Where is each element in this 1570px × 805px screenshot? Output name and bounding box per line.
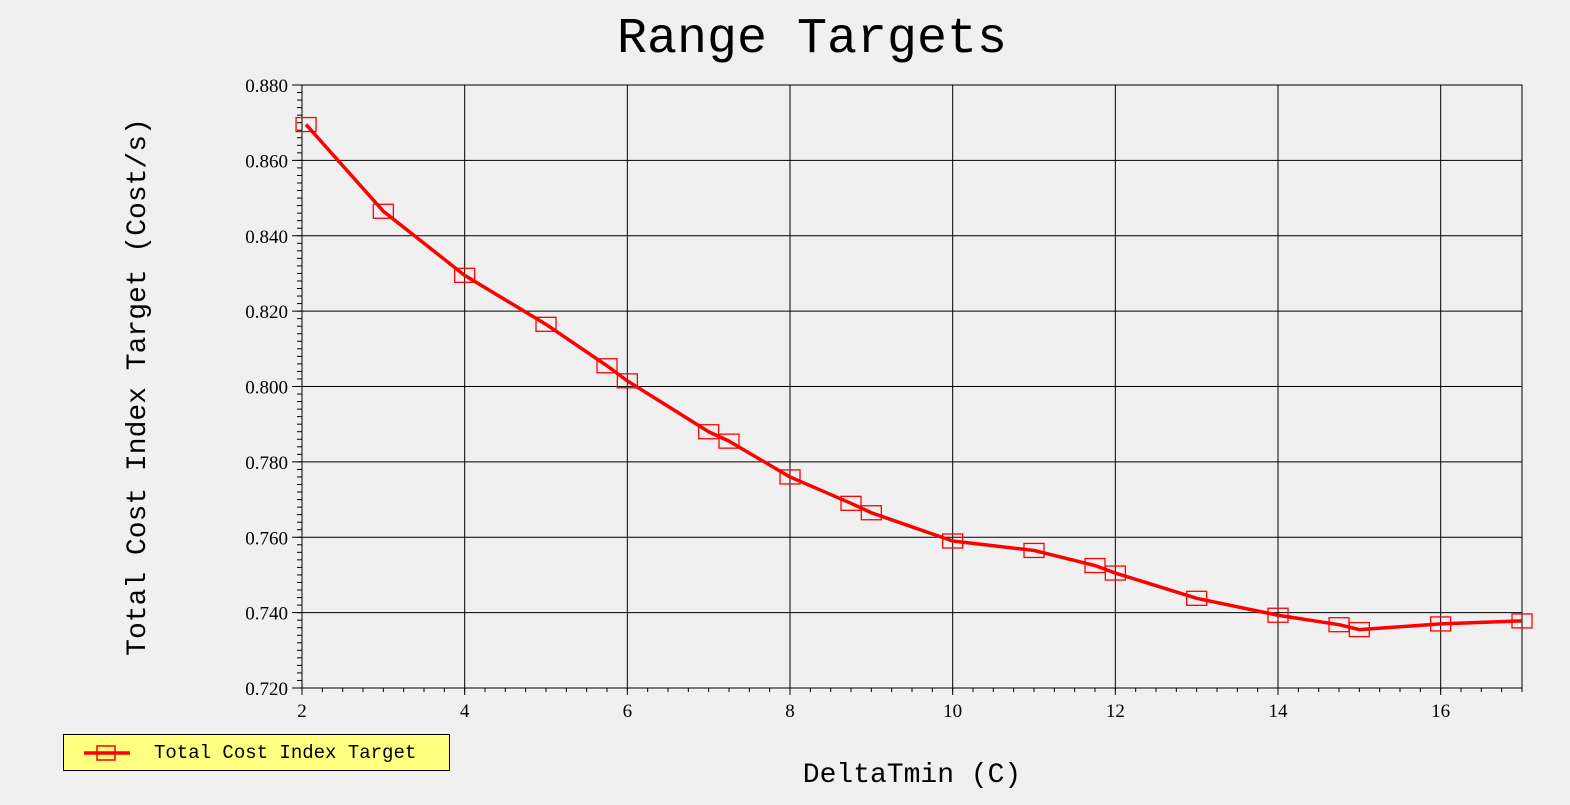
data-point-marker (1104, 565, 1126, 581)
y-axis-title: Total Cost Index Target (Cost/s) (123, 118, 154, 656)
x-tick-label: 6 (623, 701, 633, 722)
data-point-marker (535, 316, 557, 332)
legend: Total Cost Index Target (63, 734, 450, 771)
data-point-marker (1267, 607, 1289, 623)
data-point-marker (840, 495, 862, 511)
grid (301, 84, 1523, 689)
data-point-marker (616, 373, 638, 389)
data-point-marker (942, 533, 964, 549)
data-point-marker (372, 203, 394, 219)
y-tick-label: 0.820 (245, 302, 288, 323)
chart-title: Range Targets (617, 11, 1007, 68)
x-tick-label: 16 (1431, 701, 1450, 722)
data-point-marker (1023, 542, 1045, 559)
x-tick-label: 8 (785, 701, 795, 722)
x-tick-label: 10 (943, 701, 962, 722)
data-point-marker (1186, 590, 1208, 606)
x-tick-label: 2 (297, 701, 307, 722)
x-tick-label: 12 (1106, 701, 1125, 722)
data-point-marker (1430, 616, 1452, 632)
data-point-marker (718, 433, 740, 449)
y-tick-label: 0.760 (245, 528, 288, 549)
axes: 2 4 6 8 10 12 14 16 0.720 0.740 0.760 0.780 0.800 0.8… (245, 76, 1523, 722)
data-point-marker (596, 358, 618, 374)
data-point-marker (454, 267, 476, 283)
data-point-marker (698, 424, 720, 440)
series-line (304, 123, 1523, 632)
series-layer (295, 116, 1533, 638)
data-point-marker (295, 116, 317, 133)
y-tick-label: 0.860 (245, 151, 288, 172)
x-axis-title: DeltaTmin (C) (803, 760, 1021, 791)
y-tick-label: 0.780 (245, 453, 288, 474)
y-tick-label: 0.800 (245, 378, 288, 399)
y-tick-label: 0.740 (245, 604, 288, 625)
legend-line-marker-icon (84, 745, 130, 761)
y-tick-label: 0.840 (245, 227, 288, 248)
x-tick-label: 4 (460, 701, 470, 722)
x-tick-label: 14 (1269, 701, 1289, 722)
y-tick-label: 0.880 (245, 76, 288, 97)
data-point-marker (1511, 613, 1533, 629)
legend-label: Total Cost Index Target (154, 742, 417, 764)
data-point-marker (779, 469, 801, 485)
data-point-marker (860, 505, 882, 521)
data-point-marker (1348, 621, 1370, 638)
y-tick-label: 0.720 (245, 679, 288, 700)
